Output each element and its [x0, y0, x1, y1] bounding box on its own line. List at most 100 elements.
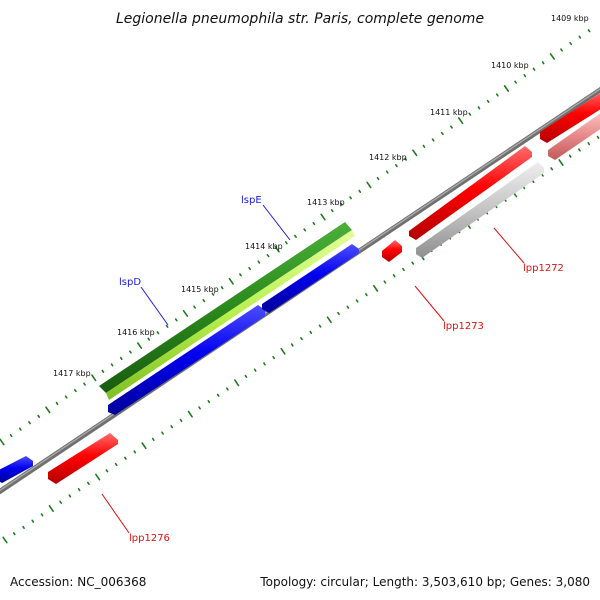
tick-mark — [503, 85, 510, 92]
kbp-label: 1414 kbp — [245, 242, 283, 251]
tick-mark — [198, 406, 201, 410]
tick-mark — [568, 154, 572, 158]
tick-mark — [207, 399, 211, 404]
tick-mark — [468, 112, 472, 116]
tick-mark — [216, 393, 220, 397]
gene-lspE-lspD-green[interactable] — [99, 222, 355, 400]
tick-mark — [558, 159, 564, 166]
tick-mark — [129, 350, 132, 354]
tick-mark — [303, 228, 307, 232]
tick-mark — [263, 362, 266, 366]
gene-red-lpp1276[interactable] — [48, 433, 118, 484]
tick-mark — [495, 93, 499, 97]
tick-mark — [523, 74, 527, 78]
genome-summary-text: Topology: circular; Length: 3,503,610 bp… — [259, 575, 590, 589]
tick-mark — [578, 148, 581, 152]
tick-mark — [486, 99, 490, 103]
tick-mark — [147, 337, 151, 341]
tick-mark — [141, 442, 147, 450]
gene-label-lspE[interactable]: lspE — [241, 195, 262, 206]
tick-mark — [45, 406, 51, 414]
tick-mark — [326, 316, 332, 324]
gene-label-lpp1276[interactable]: lpp1276 — [129, 533, 170, 544]
tick-mark — [77, 487, 81, 492]
tick-mark — [284, 241, 288, 245]
tick-mark — [95, 473, 101, 481]
tick-mark — [165, 324, 169, 328]
tick-mark — [9, 433, 13, 438]
gene-label-lpp1272[interactable]: lpp1272 — [523, 263, 564, 274]
tick-mark — [587, 29, 591, 33]
tick-mark — [330, 209, 334, 213]
tick-mark — [253, 368, 257, 372]
tick-mark — [422, 144, 426, 148]
gene-blue-edge-left[interactable] — [0, 456, 33, 483]
kbp-label: 1417 kbp — [53, 369, 91, 378]
tick-mark — [541, 61, 545, 65]
kbp-label: 1416 kbp — [117, 328, 155, 337]
tick-mark — [596, 135, 600, 139]
kbp-label: 1409 kbp — [551, 14, 589, 23]
label-leaders — [101, 204, 525, 534]
tick-mark — [187, 410, 193, 418]
kbp-label: 1411 kbp — [430, 108, 468, 117]
gene-blue-left[interactable] — [108, 305, 265, 415]
outer-tick-track — [0, 29, 591, 446]
tick-mark — [48, 505, 54, 513]
tick-mark — [151, 437, 155, 442]
tick-mark — [234, 379, 240, 387]
tick-mark — [257, 260, 261, 264]
tick-mark — [349, 196, 352, 200]
tick-mark — [74, 388, 77, 393]
tick-mark — [404, 157, 408, 161]
tick-mark — [294, 234, 297, 238]
tick-mark — [137, 342, 143, 350]
gene-red-lpp1272[interactable] — [409, 146, 532, 240]
tick-mark — [12, 532, 16, 536]
tick-mark — [411, 261, 415, 265]
kbp-label: 1410 kbp — [491, 61, 529, 70]
tick-mark — [114, 462, 118, 467]
tick-mark — [372, 284, 379, 292]
tick-mark — [318, 324, 322, 328]
gene-blue-right[interactable] — [262, 244, 359, 313]
tick-mark — [440, 131, 444, 136]
tick-mark — [124, 456, 127, 460]
tick-mark — [560, 48, 563, 52]
gene-label-lspD[interactable]: lspD — [119, 277, 141, 288]
kbp-label: 1412 kbp — [369, 153, 407, 162]
tick-mark — [364, 292, 368, 297]
tick-mark — [312, 221, 316, 226]
gene-red-lpp1273[interactable] — [382, 240, 402, 262]
tick-mark — [182, 309, 189, 317]
tick-mark — [450, 125, 453, 129]
tick-mark — [220, 286, 224, 290]
tick-mark — [193, 305, 196, 309]
tick-mark — [320, 213, 326, 221]
tick-mark — [40, 513, 44, 517]
tick-mark — [569, 41, 573, 46]
tick-mark — [541, 173, 544, 177]
tick-mark — [91, 374, 97, 382]
gene-pink-feature[interactable] — [548, 110, 600, 160]
gene-red-edge-right[interactable] — [540, 90, 600, 143]
tick-mark — [248, 266, 251, 271]
tick-mark — [37, 414, 41, 418]
tick-mark — [280, 347, 286, 355]
tick-mark — [228, 277, 234, 285]
tick-mark — [101, 369, 105, 373]
gene-gray-feature[interactable] — [416, 162, 544, 258]
tick-mark — [174, 318, 178, 322]
tick-mark — [170, 425, 174, 429]
gene-label-lpp1273[interactable]: lpp1273 — [443, 321, 484, 332]
tick-mark — [18, 427, 22, 431]
accession-text: Accession: NC_006368 — [10, 575, 146, 589]
tick-mark — [355, 299, 359, 303]
tick-mark — [358, 189, 362, 193]
tick-mark — [211, 292, 215, 296]
tick-mark — [392, 274, 396, 278]
tick-mark — [549, 52, 556, 60]
tick-mark — [87, 481, 90, 486]
kbp-labels: 1409 kbp 1410 kbp 1411 kbp 1412 kbp 1413… — [53, 14, 589, 378]
